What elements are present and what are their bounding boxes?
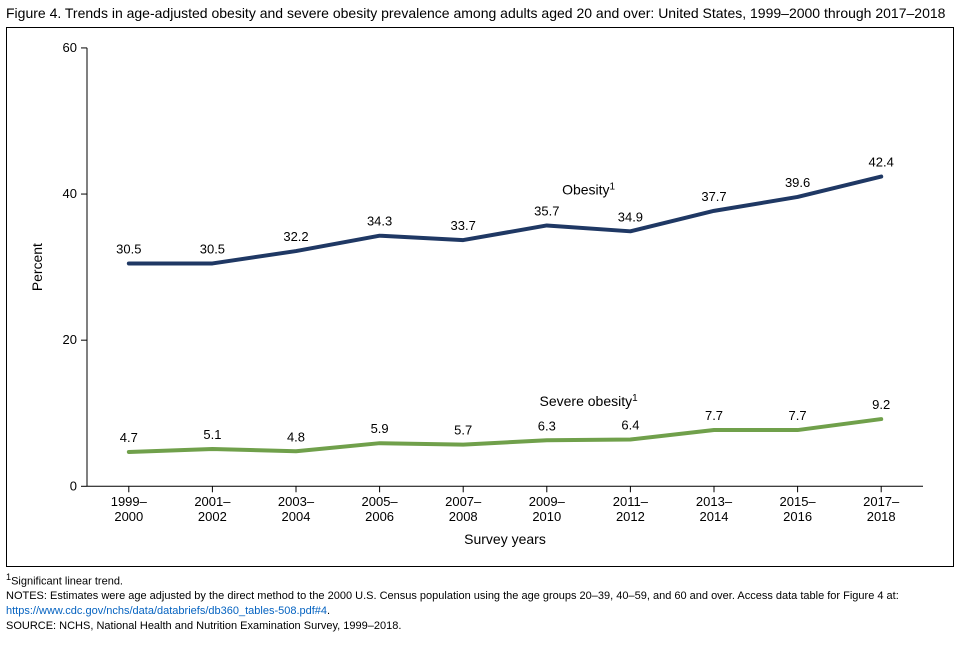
svg-text:2001–: 2001– [194,494,231,509]
figure-title: Figure 4. Trends in age-adjusted obesity… [0,0,960,25]
svg-text:2018: 2018 [867,509,896,524]
svg-text:2002: 2002 [198,509,227,524]
svg-text:2007–: 2007– [445,494,482,509]
svg-text:Severe obesity1: Severe obesity1 [540,392,639,408]
svg-text:2003–: 2003– [278,494,315,509]
svg-text:5.9: 5.9 [371,421,389,436]
notes-suffix: . [327,605,330,617]
svg-text:20: 20 [63,332,77,347]
svg-text:60: 60 [63,40,77,55]
line-chart: 0204060Percent1999–20002001–20022003–200… [7,28,953,566]
svg-text:40: 40 [63,186,77,201]
svg-text:1999–: 1999– [111,494,148,509]
svg-text:2000: 2000 [114,509,143,524]
svg-text:Obesity1: Obesity1 [562,181,615,197]
svg-text:30.5: 30.5 [116,241,141,256]
svg-text:4.7: 4.7 [120,430,138,445]
svg-text:2010: 2010 [532,509,561,524]
svg-text:2012: 2012 [616,509,645,524]
svg-text:2008: 2008 [449,509,478,524]
svg-text:9.2: 9.2 [872,397,890,412]
svg-text:Survey years: Survey years [464,531,546,547]
svg-text:34.9: 34.9 [618,209,643,224]
svg-text:2015–: 2015– [780,494,817,509]
svg-text:32.2: 32.2 [283,229,308,244]
svg-text:2016: 2016 [783,509,812,524]
svg-text:7.7: 7.7 [705,408,723,423]
footnote-text: Significant linear trend. [11,576,123,588]
notes-line: NOTES: Estimates were age adjusted by th… [6,589,954,619]
svg-text:2004: 2004 [282,509,311,524]
source-line: SOURCE: NCHS, National Health and Nutrit… [6,619,954,634]
svg-text:2011–: 2011– [613,494,649,509]
svg-text:2005–: 2005– [362,494,399,509]
svg-text:5.1: 5.1 [203,427,221,442]
svg-text:34.3: 34.3 [367,214,392,229]
svg-text:39.6: 39.6 [785,175,810,190]
y-axis-label: Percent [29,243,45,291]
svg-text:6.3: 6.3 [538,418,556,433]
svg-text:6.4: 6.4 [621,417,639,432]
svg-text:30.5: 30.5 [200,241,225,256]
svg-text:42.4: 42.4 [869,154,894,169]
svg-text:0: 0 [70,478,77,493]
figure-footnotes: 1Significant linear trend. NOTES: Estima… [0,567,960,634]
svg-text:2014: 2014 [700,509,729,524]
svg-text:4.8: 4.8 [287,429,305,444]
svg-text:33.7: 33.7 [451,218,476,233]
svg-text:2017–: 2017– [863,494,900,509]
svg-text:5.7: 5.7 [454,423,472,438]
svg-text:37.7: 37.7 [701,189,726,204]
svg-text:2006: 2006 [365,509,394,524]
svg-text:7.7: 7.7 [789,408,807,423]
notes-link[interactable]: https://www.cdc.gov/nchs/data/databriefs… [6,605,327,617]
svg-text:2009–: 2009– [529,494,566,509]
figure-container: Figure 4. Trends in age-adjusted obesity… [0,0,960,656]
footnote-line: 1Significant linear trend. [6,571,954,590]
notes-prefix: NOTES: Estimates were age adjusted by th… [6,590,899,602]
svg-text:2013–: 2013– [696,494,733,509]
chart-frame: 0204060Percent1999–20002001–20022003–200… [6,27,954,567]
svg-text:35.7: 35.7 [534,203,559,218]
